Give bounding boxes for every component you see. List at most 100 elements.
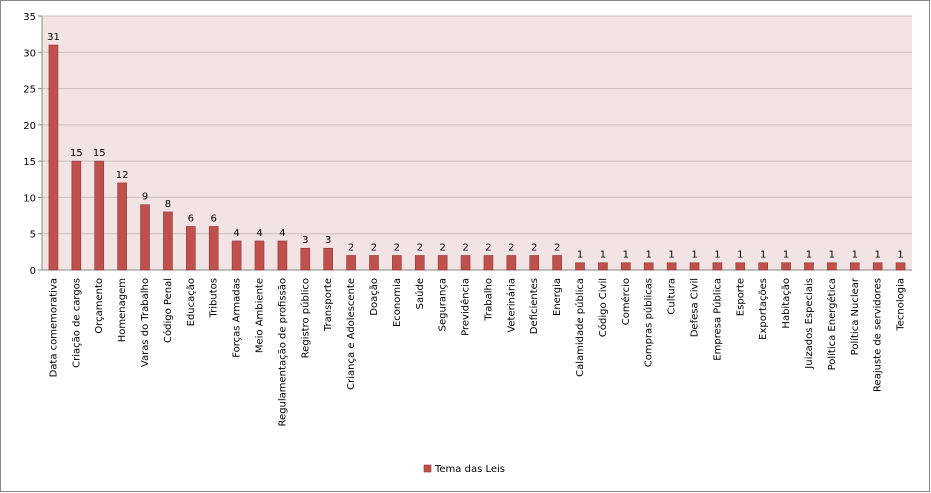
data-label: 1 bbox=[760, 250, 766, 261]
data-label: 2 bbox=[417, 242, 423, 253]
x-tick-label: Varas do Trabalho bbox=[140, 278, 151, 367]
data-label: 1 bbox=[646, 250, 652, 261]
data-label: 3 bbox=[302, 235, 308, 246]
bar bbox=[529, 255, 540, 271]
x-tick-label: Meio Ambiente bbox=[255, 278, 266, 353]
x-tick-label: Código Penal bbox=[162, 278, 174, 343]
x-tick-label: Defesa Civil bbox=[690, 278, 701, 337]
bar bbox=[735, 262, 746, 271]
bar bbox=[346, 255, 356, 271]
x-tick-label: Criança e Adolescente bbox=[346, 278, 357, 390]
bar bbox=[712, 262, 723, 271]
x-tick-label: Economia bbox=[392, 278, 403, 327]
y-tick-label: 25 bbox=[23, 85, 36, 96]
x-tick-label: Previdência bbox=[460, 278, 472, 336]
x-tick-label: Calamidade pública bbox=[574, 278, 586, 377]
bar bbox=[437, 255, 448, 271]
bar bbox=[758, 262, 768, 271]
data-label: 31 bbox=[47, 32, 60, 43]
x-tick-label: Segurança bbox=[438, 278, 449, 331]
data-label: 1 bbox=[897, 250, 903, 261]
x-tick-label: Exportações bbox=[758, 278, 769, 340]
data-label: 1 bbox=[577, 250, 583, 261]
data-label: 4 bbox=[279, 228, 285, 239]
bar bbox=[323, 247, 333, 271]
data-label: 8 bbox=[165, 199, 171, 210]
x-tick-label: Transporte bbox=[323, 278, 334, 332]
bar bbox=[804, 262, 814, 271]
data-label: 1 bbox=[737, 250, 743, 261]
x-tick-label: Política Energética bbox=[826, 278, 838, 370]
legend-label: Tema das Leis bbox=[434, 464, 505, 475]
x-tick-label: Cultura bbox=[667, 278, 678, 315]
bar bbox=[460, 255, 471, 271]
bar bbox=[94, 160, 105, 271]
bar bbox=[552, 255, 562, 271]
bar bbox=[277, 240, 288, 271]
data-label: 6 bbox=[211, 213, 217, 224]
data-label: 6 bbox=[188, 213, 194, 224]
y-tick-label: 5 bbox=[30, 230, 36, 241]
bar bbox=[117, 182, 127, 271]
x-tick-label: Juizados Especiais bbox=[804, 278, 815, 370]
bar bbox=[872, 262, 883, 271]
x-tick-label: Habitação bbox=[781, 278, 792, 329]
x-tick-label: Forças Armadas bbox=[232, 278, 243, 358]
x-tick-label: Regulamentação de profissão bbox=[277, 278, 288, 426]
y-tick-label: 20 bbox=[23, 121, 36, 132]
x-tick-label: Tributos bbox=[209, 278, 220, 318]
x-tick-label: Esporte bbox=[735, 278, 746, 316]
x-tick-label: Política Nuclear bbox=[849, 277, 861, 355]
bar bbox=[781, 262, 791, 271]
bar bbox=[483, 255, 494, 271]
x-tick-label: Orçamento bbox=[94, 278, 105, 334]
bar bbox=[48, 44, 59, 271]
data-label: 1 bbox=[783, 250, 789, 261]
bar bbox=[827, 262, 837, 271]
data-label: 4 bbox=[233, 228, 239, 239]
data-label: 15 bbox=[93, 148, 106, 159]
data-label: 2 bbox=[371, 242, 377, 253]
bar bbox=[621, 262, 631, 271]
x-tick-label: Doação bbox=[369, 278, 380, 316]
data-label: 1 bbox=[600, 250, 606, 261]
bar bbox=[369, 255, 379, 271]
data-label: 9 bbox=[142, 192, 148, 203]
data-label: 1 bbox=[806, 250, 812, 261]
data-label: 1 bbox=[691, 250, 697, 261]
data-label: 1 bbox=[829, 250, 835, 261]
x-tick-label: Reajuste de servidores bbox=[873, 278, 884, 392]
bar bbox=[849, 262, 860, 271]
data-label: 15 bbox=[70, 148, 83, 159]
data-label: 2 bbox=[554, 242, 560, 253]
x-tick-label: Saúde bbox=[414, 278, 426, 309]
bar bbox=[163, 211, 173, 271]
bar bbox=[506, 255, 517, 271]
data-label: 1 bbox=[874, 250, 880, 261]
data-label: 4 bbox=[256, 228, 262, 239]
bar bbox=[895, 262, 906, 271]
data-label: 2 bbox=[462, 242, 468, 253]
data-label: 1 bbox=[714, 250, 720, 261]
data-label: 12 bbox=[116, 170, 129, 181]
x-tick-label: Educação bbox=[186, 278, 197, 326]
bar bbox=[392, 255, 402, 271]
bar bbox=[689, 262, 700, 271]
x-tick-label: Tecnologia bbox=[896, 278, 907, 332]
bar bbox=[71, 160, 82, 271]
data-label: 2 bbox=[439, 242, 445, 253]
bar bbox=[231, 240, 242, 271]
legend-swatch bbox=[423, 464, 432, 473]
bar bbox=[208, 226, 219, 271]
y-tick-label: 30 bbox=[23, 48, 36, 59]
data-label: 1 bbox=[623, 250, 629, 261]
x-tick-label: Data comemorativa bbox=[48, 278, 59, 377]
data-label: 2 bbox=[531, 242, 537, 253]
x-tick-label: Criação de cargos bbox=[71, 278, 82, 368]
bar bbox=[186, 226, 196, 271]
x-tick-label: Compras públicas bbox=[643, 278, 655, 367]
bar bbox=[598, 262, 608, 271]
y-tick-label: 0 bbox=[30, 266, 36, 277]
bar bbox=[414, 255, 425, 271]
data-label: 1 bbox=[668, 250, 674, 261]
